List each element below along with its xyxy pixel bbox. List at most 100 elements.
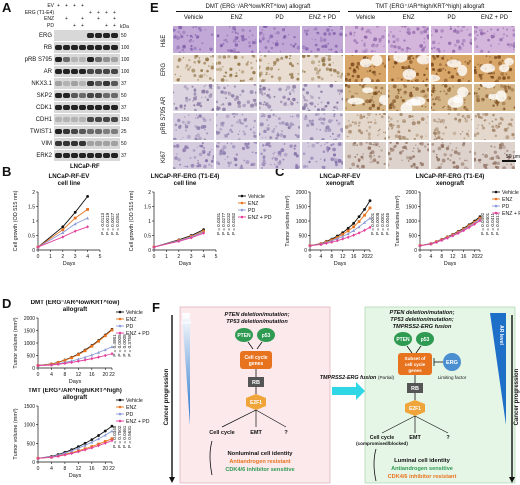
data-point <box>73 222 77 226</box>
nucleus <box>441 85 443 87</box>
nucleus <box>478 74 483 78</box>
nucleus <box>405 49 409 53</box>
rb-label: RB <box>252 380 260 386</box>
nucleus <box>481 124 484 127</box>
nucleus <box>195 134 198 138</box>
y-axis-label: Tumor volume (mm³) <box>13 317 19 368</box>
nucleus <box>399 113 403 117</box>
nucleus <box>482 153 484 156</box>
nucleus <box>200 144 204 148</box>
nucleus <box>497 55 501 59</box>
x-tick-label: 12 <box>450 254 456 260</box>
nucleus <box>392 66 395 68</box>
series-line <box>419 217 481 247</box>
nucleus <box>356 114 359 117</box>
blot-strip <box>54 30 120 41</box>
tissue-texture <box>388 142 429 169</box>
nucleus <box>463 143 465 145</box>
nucleus <box>418 121 421 123</box>
x-tick-label: 4 <box>202 254 205 260</box>
gene-oval <box>416 332 434 346</box>
nucleus <box>303 98 307 102</box>
blot-row-label: CDH1 <box>35 117 52 123</box>
nucleus <box>392 40 396 44</box>
nucleus <box>492 104 495 107</box>
nucleus <box>226 34 229 37</box>
nucleus <box>405 142 408 145</box>
x-tick-label: 16 <box>89 372 95 378</box>
nucleus <box>313 67 318 71</box>
nucleus <box>208 94 213 98</box>
nucleus <box>452 165 456 169</box>
nucleus <box>319 129 322 131</box>
nucleus <box>227 85 229 87</box>
nucleus <box>404 66 408 70</box>
arrow-head <box>509 477 515 483</box>
scale-bar-label: 50 μm <box>506 154 520 160</box>
nucleus <box>327 128 332 132</box>
nucleus <box>314 113 318 116</box>
nucleus <box>378 37 382 42</box>
nucleus <box>439 121 442 124</box>
nucleus <box>233 28 237 32</box>
nucleus <box>233 48 236 51</box>
right-title: TP53 deletion/mutation; <box>390 317 454 323</box>
nucleus <box>231 30 234 34</box>
nucleus <box>222 103 225 106</box>
nucleus <box>210 33 214 36</box>
gland-lumen <box>393 55 408 63</box>
nucleus <box>251 50 254 53</box>
nucleus <box>288 57 291 60</box>
ihc-row-label: pRB S795 <box>161 106 167 134</box>
nucleus <box>397 88 400 91</box>
nucleus <box>323 32 327 36</box>
x-tick-label: 22 <box>109 372 115 378</box>
nucleus <box>250 103 255 108</box>
right-context-box <box>364 306 516 484</box>
legend-label: PD <box>126 324 133 330</box>
nucleus <box>401 66 405 70</box>
nucleus <box>259 106 261 110</box>
nucleus <box>275 115 277 117</box>
nucleus <box>370 50 373 53</box>
blot-band <box>71 153 78 158</box>
y-tick-label: 0 <box>32 248 35 254</box>
nucleus <box>272 156 275 159</box>
nucleus <box>413 147 415 149</box>
nucleus <box>296 77 300 81</box>
cell-cycle-outcome: Cell cycle <box>209 430 234 436</box>
panel-label-d: D <box>2 296 12 311</box>
nucleus <box>466 28 468 31</box>
nucleus <box>314 43 318 47</box>
tissue-texture <box>259 84 299 111</box>
nucleus <box>466 114 471 119</box>
nucleus <box>217 109 219 111</box>
data-point <box>110 424 114 428</box>
legend-marker <box>494 197 498 201</box>
nucleus <box>317 96 321 100</box>
nucleus <box>510 88 515 92</box>
gland-lumen <box>359 58 372 68</box>
nucleus <box>361 50 364 52</box>
nucleus <box>489 56 491 58</box>
tissue-texture <box>259 113 300 140</box>
nucleus <box>332 109 335 111</box>
data-point <box>352 228 356 232</box>
chart-title: LNCaP-RF-ERG (T1-E4) <box>151 173 220 180</box>
nucleus <box>277 68 280 71</box>
nucleus <box>432 86 436 90</box>
nucleus <box>216 107 220 111</box>
legend-label: Vehicle <box>502 190 519 196</box>
nucleus <box>372 101 375 103</box>
nucleus <box>469 42 472 46</box>
nucleus <box>416 147 420 150</box>
nucleus <box>183 116 186 119</box>
nucleus <box>490 145 493 148</box>
x-axis-label: Days <box>63 261 76 267</box>
nucleus <box>335 50 338 53</box>
left-title: TP53 deletion/mutation <box>226 319 288 325</box>
nucleus <box>243 159 246 162</box>
nucleus <box>259 73 262 78</box>
ihc-image-tile <box>388 26 429 53</box>
panel-label-c: C <box>275 164 285 179</box>
